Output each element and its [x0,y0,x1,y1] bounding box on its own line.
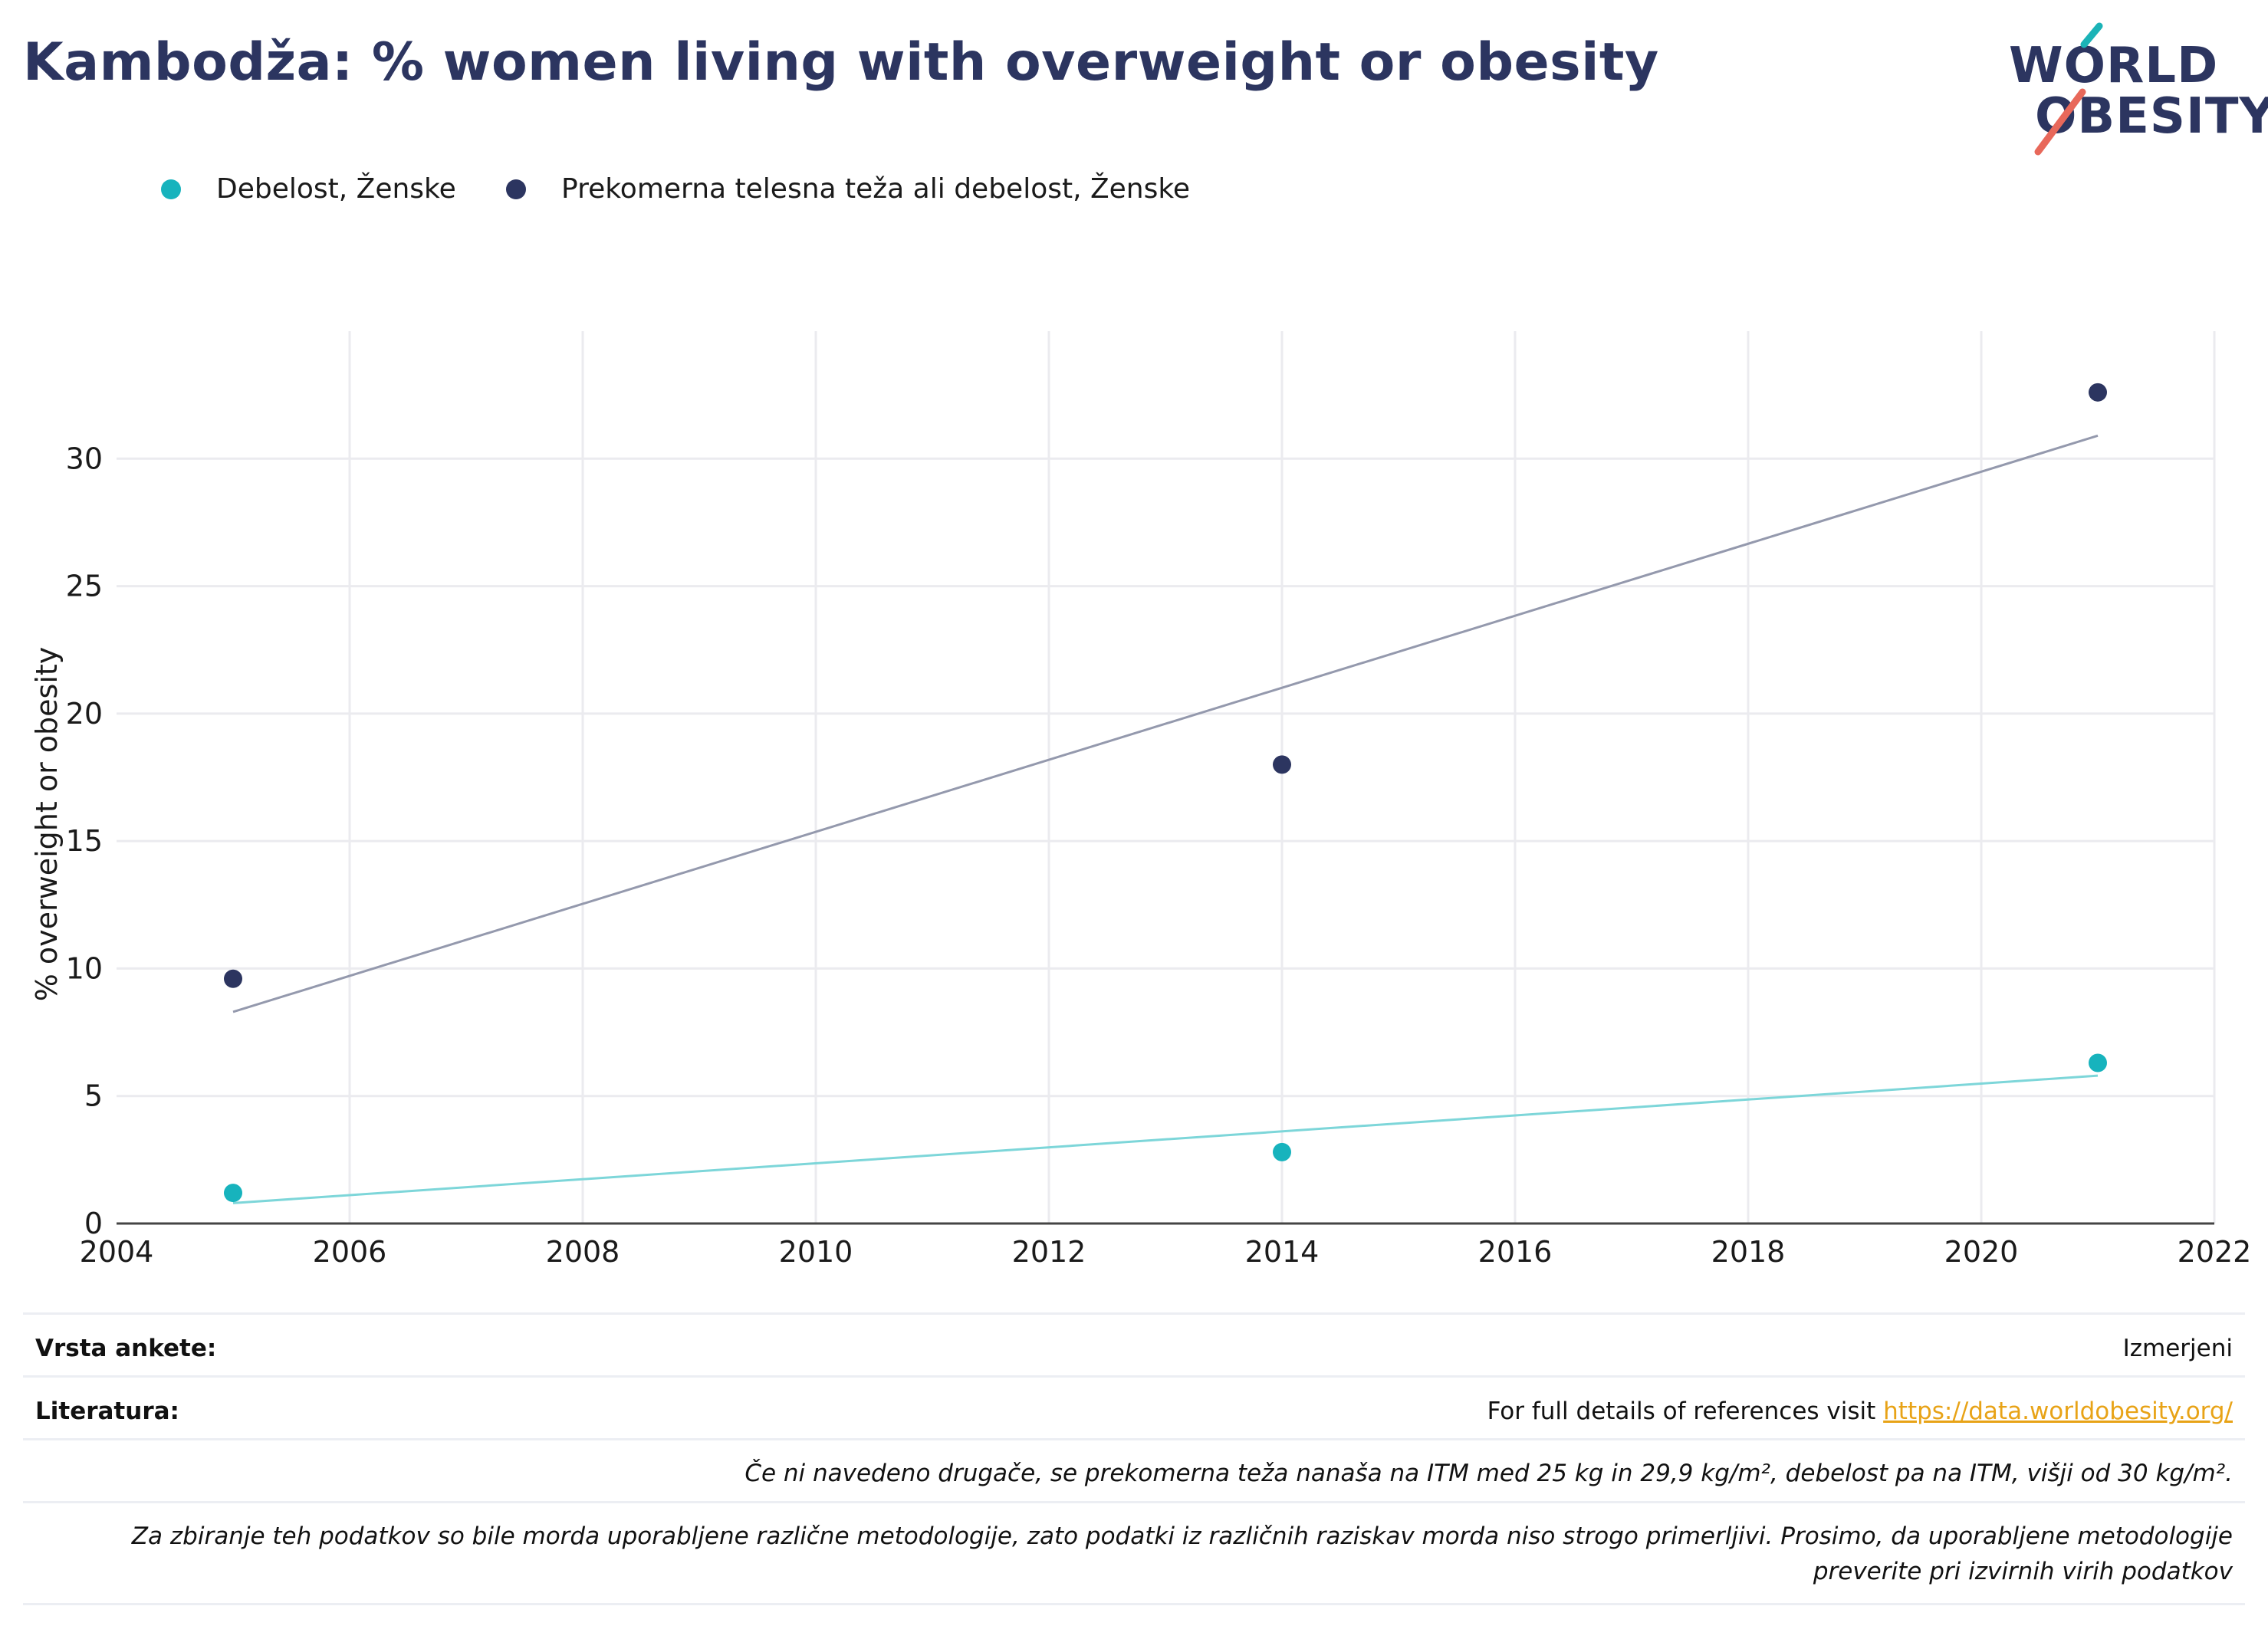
survey-type-value: Izmerjeni [2122,1335,2233,1362]
y-tick-label: 10 [66,951,103,985]
data-point [224,969,242,988]
x-tick-label: 2008 [546,1235,620,1269]
trend-line [232,1074,2099,1204]
y-tick-label: 5 [84,1079,103,1113]
footer-row-note-2: Za zbiranje teh podatkov so bile morda u… [23,1501,2245,1605]
trend-lines [232,434,2099,1204]
chart-title: Kambodža: % women living with overweight… [23,32,1659,93]
y-tick-label: 30 [66,442,103,475]
data-point [2089,383,2107,402]
grid-lines [117,331,2216,1224]
x-tick-label: 2006 [313,1235,387,1269]
trend-line [232,434,2099,1013]
data-point [224,1184,242,1203]
x-tick-label: 2018 [1711,1235,1786,1269]
y-tick-label: 0 [84,1207,103,1240]
scatter-chart: 2004 2006 2008 2010 2012 2014 2016 2018 2020 2022… [30,331,2252,1269]
references-text: For full details of references visit [1487,1398,1884,1425]
x-tick-label: 2014 [1245,1235,1320,1269]
data-point [2089,1053,2107,1072]
footer-row-survey: Vrsta ankete: Izmerjeni [23,1312,2245,1376]
footnote-methodology: Za zbiranje teh podatkov so bile morda u… [131,1522,2233,1585]
legend-label-obesity: Debelost, Ženske [216,173,456,205]
references-value: For full details of references visit htt… [1487,1398,2233,1425]
legend-marker-overweight-obesity [506,179,526,199]
y-axis-label: % overweight or obesity [30,647,64,1002]
logo-line-1: WORLD [2009,38,2219,94]
legend-label-overweight-obesity: Prekomerna telesna teža ali debelost, Že… [561,173,1191,205]
data-point [1273,1142,1291,1161]
logo-slash-icon [2034,22,2103,156]
footer-row-references: Literatura: For full details of referenc… [23,1375,2245,1439]
references-label: Literatura: [35,1398,179,1425]
y-tick-label: 25 [66,570,103,603]
x-tick-label: 2022 [2178,1235,2252,1269]
x-tick-label: 2010 [779,1235,853,1269]
x-tick-label: 2020 [1944,1235,2019,1269]
axes: 2004 2006 2008 2010 2012 2014 2016 2018 2020 2022… [66,442,2252,1269]
footnote-bmi-definition: Če ni navedeno drugače, se prekomerna te… [744,1460,2233,1487]
y-tick-label: 20 [66,697,103,731]
data-points [224,383,2107,1203]
survey-type-label: Vrsta ankete: [35,1335,217,1362]
world-obesity-logo: WORLD OBESITY [2000,21,2268,159]
legend-marker-obesity [161,179,181,199]
data-point [1273,755,1291,774]
legend-item-overweight-obesity: Prekomerna telesna teža ali debelost, Že… [506,173,1190,205]
y-tick-label: 15 [66,824,103,858]
footer-row-note-1: Če ni navedeno drugače, se prekomerna te… [23,1438,2245,1502]
x-tick-label: 2004 [80,1235,154,1269]
x-tick-label: 2016 [1478,1235,1553,1269]
legend-item-obesity: Debelost, Ženske [161,173,456,205]
references-link[interactable]: https://data.worldobesity.org/ [1883,1398,2233,1425]
x-tick-label: 2012 [1012,1235,1086,1269]
